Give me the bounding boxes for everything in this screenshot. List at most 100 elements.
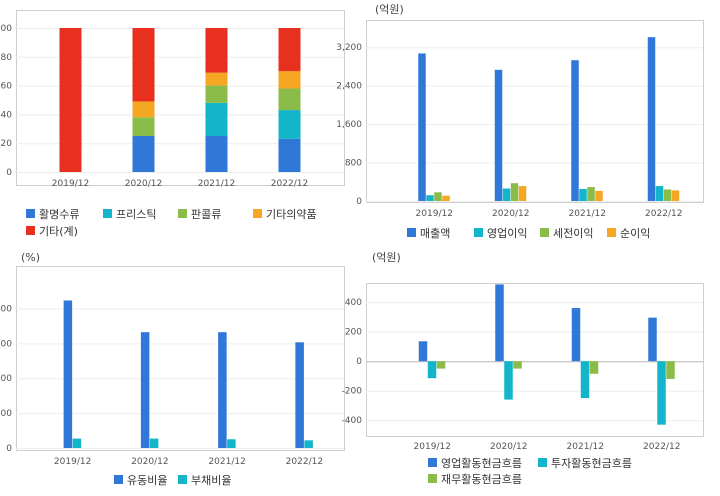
bar-기타(계)-2021/12 [205, 28, 228, 73]
bar-세전이익-2021/12 [587, 187, 595, 201]
y-tick-label: 800 [345, 159, 362, 169]
x-tick-label: 2021/12 [198, 179, 235, 189]
chart-panel-1: 0 20 40 60 80 100 2019/12 2020/12 2021/12 2022/12… [0, 10, 345, 238]
legend-label: 순이익 [620, 227, 650, 240]
bar-영업이익-2021/12 [579, 188, 587, 201]
y-tick-label: 0 [6, 168, 12, 178]
chart-panel-2: (억원) 0 800 1,600 2,400 3,200 2019/12 2020/12 202… [336, 3, 704, 240]
bar-영업활동현금흐름-2019/12 [418, 341, 428, 362]
legend-swatch [428, 474, 437, 483]
legend-swatch [407, 228, 416, 237]
bar-기타(계)-2022/12 [278, 28, 301, 72]
legend-swatch [26, 226, 35, 235]
legend-item-영업이익[interactable]: 영업이익 [474, 227, 527, 240]
legend-item-유동비율[interactable]: 유동비율 [114, 474, 167, 487]
bar-판콜류-2022/12 [278, 88, 301, 111]
x-tick-label: 2020/12 [492, 209, 529, 219]
x-tick-label: 2019/12 [416, 209, 453, 219]
bar-기타의약품-2021/12 [205, 72, 228, 86]
legend-item-세전이익[interactable]: 세전이익 [540, 227, 593, 240]
legend-swatch [253, 209, 262, 218]
y-tick-label: 60 [1, 82, 13, 92]
bar-기타(계)-2020/12 [132, 28, 155, 102]
legend-swatch [538, 458, 547, 467]
bar-매출액-2021/12 [571, 60, 579, 202]
legend-item-영업활동현금흐름[interactable]: 영업활동현금흐름 [428, 456, 522, 470]
bar-프리스틱-2021/12 [205, 102, 228, 136]
bar-유동비율-2020/12 [140, 332, 150, 448]
bar-순이익-2019/12 [442, 195, 450, 201]
legend-swatch [178, 475, 187, 484]
x-tick-label: 2021/12 [567, 442, 604, 452]
legend-label: 영업활동현금흐름 [441, 456, 522, 470]
bar-투자활동현금흐름-2021/12 [580, 361, 590, 399]
legend-label: 재무활동현금흐름 [441, 472, 522, 486]
legend-swatch [428, 458, 437, 467]
legend-label: 영업이익 [487, 227, 527, 240]
bar-판콜류-2020/12 [132, 117, 155, 136]
bar-세전이익-2019/12 [434, 192, 442, 201]
y-tick-label: 400 [345, 298, 362, 308]
legend-swatch [26, 209, 35, 218]
x-tick-label: 2019/12 [54, 457, 91, 467]
bar-투자활동현금흐름-2022/12 [657, 361, 666, 425]
y-tick-label: -400 [342, 416, 363, 426]
bar-세전이익-2022/12 [663, 189, 672, 201]
bar-투자활동현금흐름-2020/12 [504, 361, 513, 400]
bar-세전이익-2020/12 [510, 183, 519, 201]
y-tick-label: 400 [0, 304, 12, 314]
bar-영업활동현금흐름-2020/12 [495, 284, 504, 362]
legend-item-부채비율[interactable]: 부채비율 [178, 474, 231, 487]
x-tick-label: 2022/12 [286, 457, 323, 467]
y-tick-label: -200 [342, 387, 363, 397]
y-tick-label: 1,600 [336, 120, 362, 130]
bar-영업이익-2019/12 [426, 195, 434, 201]
legend-item-프리스틱[interactable]: 프리스틱 [103, 208, 156, 221]
bar-순이익-2021/12 [595, 190, 603, 201]
bar-영업이익-2022/12 [655, 186, 664, 201]
bar-유동비율-2022/12 [295, 342, 304, 448]
y-tick-label: 0 [356, 197, 362, 207]
bar-부채비율-2020/12 [149, 438, 159, 448]
x-tick-label: 2019/12 [414, 442, 451, 452]
legend-swatch [114, 475, 123, 484]
legend-label: 판콜류 [191, 208, 221, 221]
plot-frame [366, 283, 704, 437]
legend-label: 세전이익 [553, 227, 593, 240]
plot-frame [366, 20, 704, 203]
legend-item-활명수류[interactable]: 활명수류 [26, 207, 79, 221]
legend-item-재무활동현금흐름[interactable]: 재무활동현금흐름 [428, 472, 522, 486]
legend-swatch [103, 209, 112, 218]
x-tick-label: 2020/12 [125, 179, 162, 189]
legend-label: 투자활동현금흐름 [551, 456, 632, 470]
y-tick-label: 200 [0, 374, 12, 384]
legend-item-판콜류[interactable]: 판콜류 [178, 208, 221, 221]
legend-item-기타(계)[interactable]: 기타(계) [26, 225, 78, 238]
y-tick-label: 0 [6, 444, 12, 454]
bar-매출액-2022/12 [647, 37, 656, 201]
x-tick-label: 2022/12 [643, 442, 680, 452]
unit-label: (억원) [372, 251, 401, 264]
legend-label: 부채비율 [191, 474, 231, 487]
bar-영업활동현금흐름-2022/12 [648, 317, 657, 362]
bar-재무활동현금흐름-2020/12 [513, 361, 522, 369]
y-tick-label: 100 [0, 24, 12, 34]
bar-부채비율-2022/12 [304, 440, 313, 448]
y-tick-label: 300 [0, 339, 12, 349]
legend-item-투자활동현금흐름[interactable]: 투자활동현금흐름 [538, 456, 632, 470]
unit-label: (%) [21, 251, 40, 264]
bar-기타(계)-2019/12 [59, 28, 82, 172]
bar-기타의약품-2020/12 [132, 101, 155, 118]
bar-활명수류-2020/12 [132, 136, 155, 172]
legend-swatch [540, 228, 549, 237]
legend-item-순이익[interactable]: 순이익 [607, 227, 650, 240]
y-tick-label: 20 [1, 139, 13, 149]
legend-label: 기타(계) [39, 225, 78, 238]
legend-item-기타의약품[interactable]: 기타의약품 [253, 207, 317, 221]
bar-부채비율-2019/12 [72, 438, 82, 448]
bar-재무활동현금흐름-2021/12 [589, 361, 599, 374]
legend-label: 기타의약품 [266, 207, 317, 221]
x-tick-label: 2020/12 [490, 442, 527, 452]
legend-item-매출액[interactable]: 매출액 [407, 227, 450, 240]
